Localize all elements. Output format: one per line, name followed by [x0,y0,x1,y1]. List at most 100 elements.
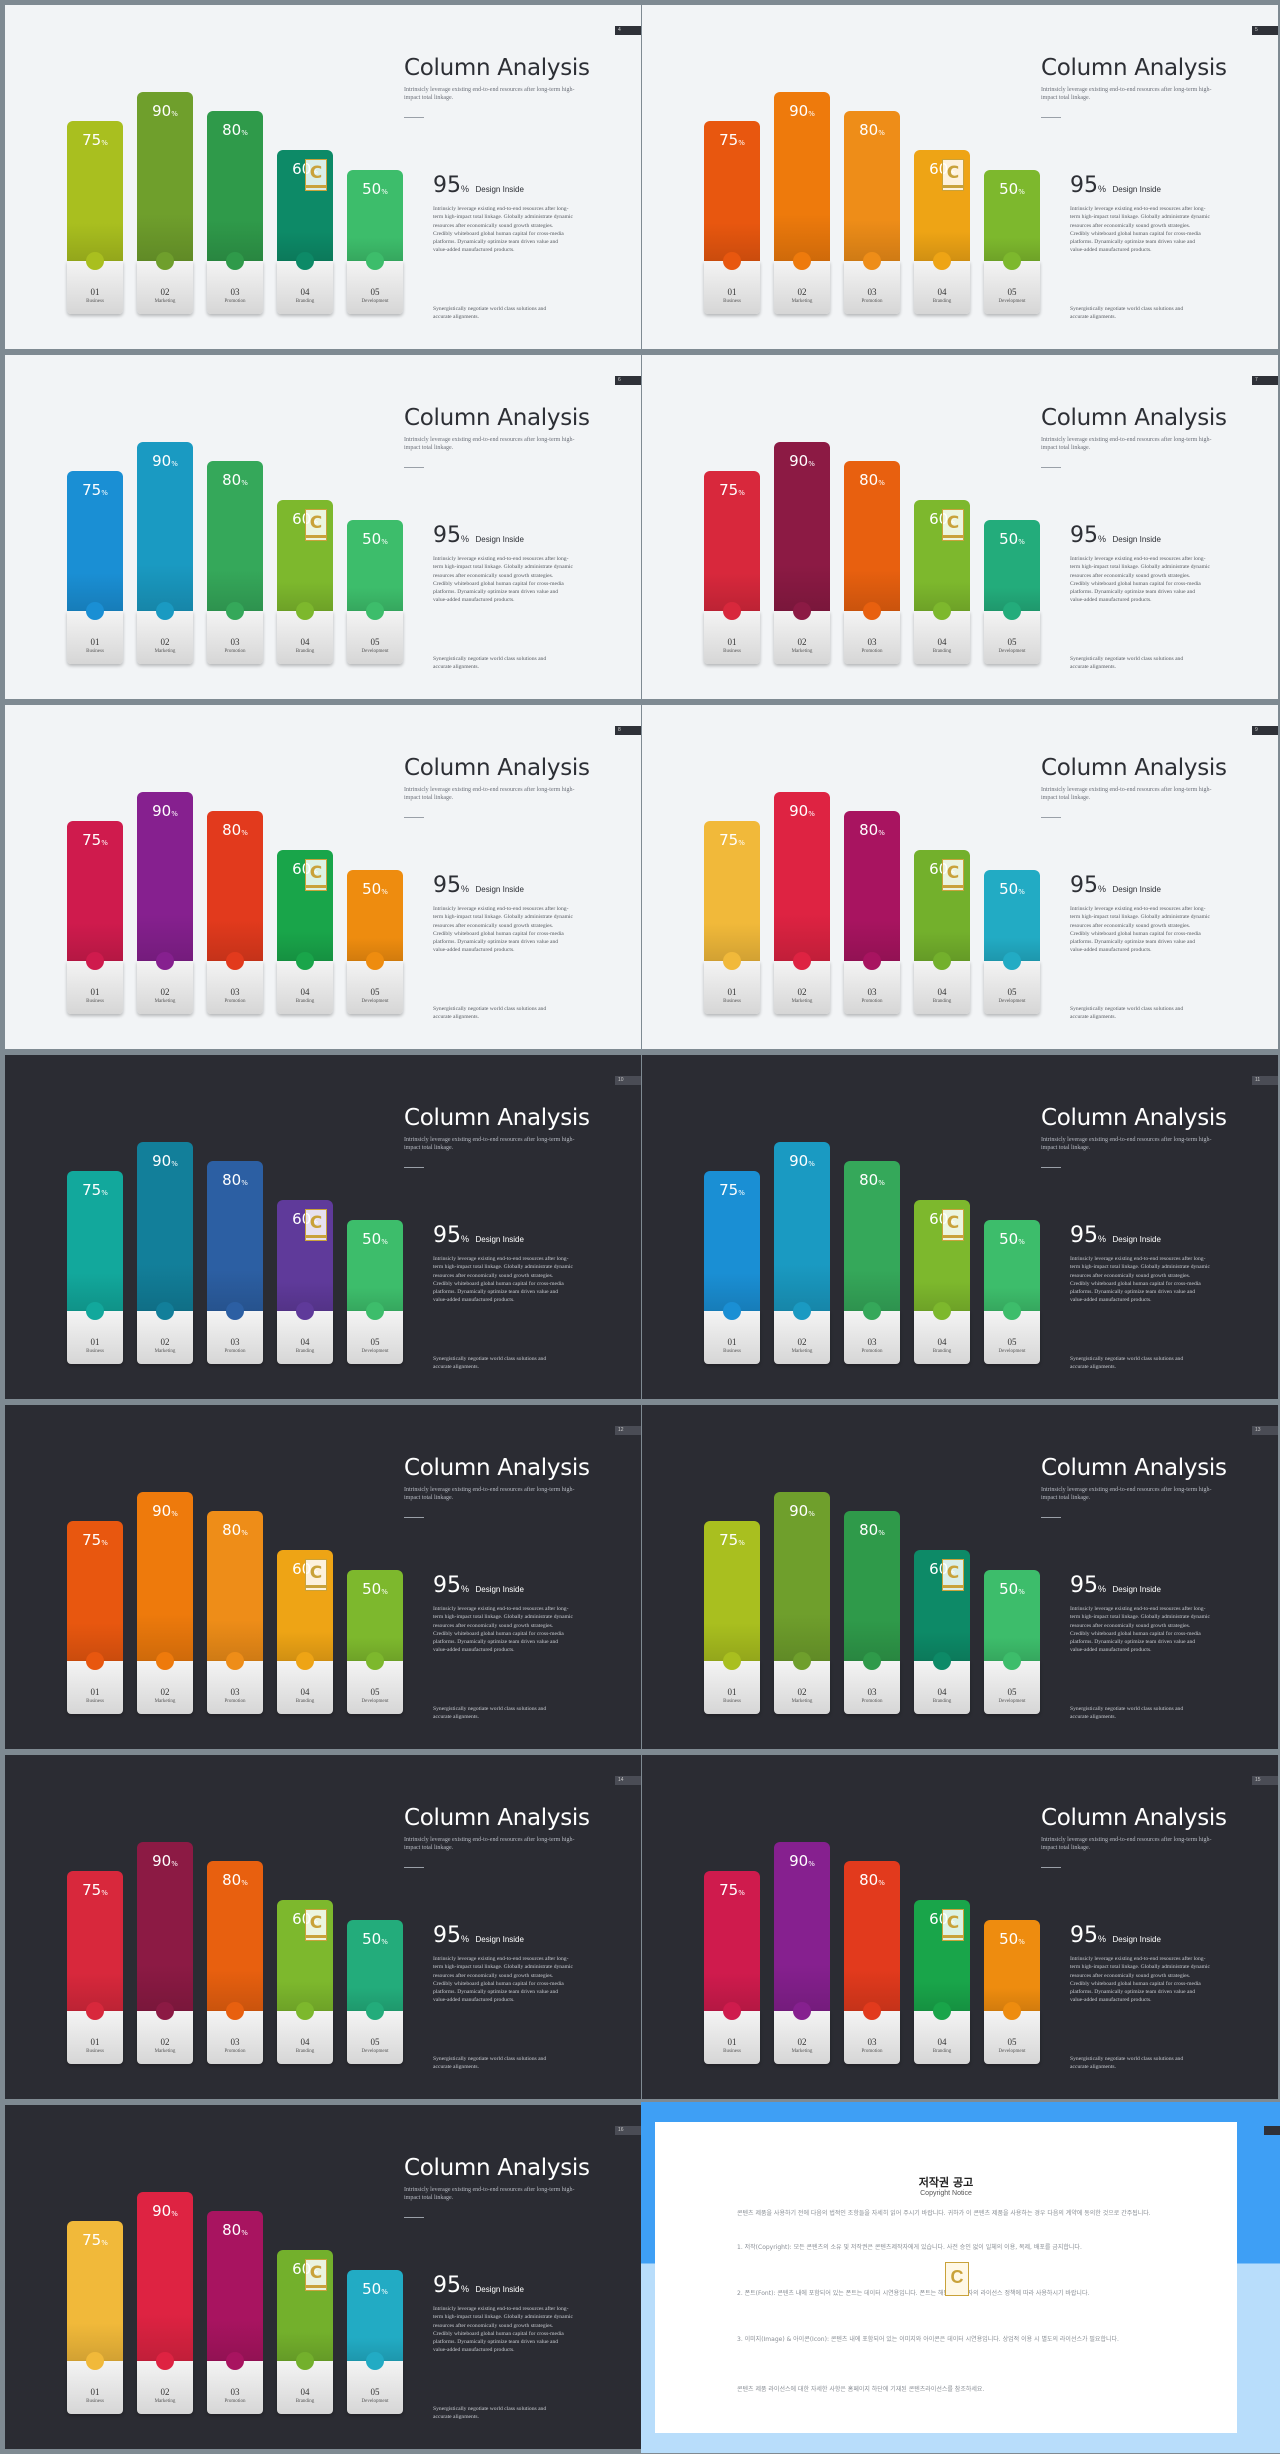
stat-value: 95 [433,2273,461,2298]
slide-title: Column Analysis [404,1455,590,1481]
column-number: 02 [160,2037,170,2047]
column-label: Branding [932,2049,952,2054]
column-label: Branding [295,2049,315,2054]
column-label: Marketing [791,999,813,1004]
column-number: 02 [160,637,170,647]
stat-unit: % [461,184,470,194]
tab-notch [156,2352,174,2370]
column-number: 02 [797,637,807,647]
stat-label: Design Inside [1112,185,1161,194]
tab-notch [863,2002,881,2020]
tab-notch [226,1652,244,1670]
tab-notch [226,952,244,970]
column-bar: 80% [844,811,900,967]
stat-value: 95 [433,173,461,198]
column-label: Marketing [154,649,176,654]
tab-notch [933,952,951,970]
slide-thumbnail[interactable]: 15 Column Analysis Intrinsicly leverage … [642,1755,1278,2099]
column-label: Promotion [861,1699,883,1704]
column-label: Development [361,2049,389,2054]
column-tab: 05 Development [984,252,1040,314]
slide-thumbnail[interactable]: 16 Column Analysis Intrinsicly leverage … [5,2105,641,2449]
column-tab: 02 Marketing [137,602,193,664]
tab-notch [86,2352,104,2370]
column-value: 50% [999,530,1025,548]
slide-title: Column Analysis [404,2155,590,2181]
stat-label: Design Inside [1112,1935,1161,1944]
column-number: 02 [797,1337,807,1347]
column-label: Promotion [861,999,883,1004]
column-bar: 90% [137,1842,193,2017]
slide-thumbnail[interactable]: 13 Column Analysis Intrinsicly leverage … [642,1405,1278,1749]
column-bar: 50% [984,1920,1040,2017]
slide-thumbnail[interactable]: 14 Column Analysis Intrinsicly leverage … [5,1755,641,2099]
stat-block: 95% Design Inside [433,1223,524,1248]
stat-value: 95 [1070,1573,1098,1598]
column-label: Marketing [154,1699,176,1704]
column-number: 02 [797,287,807,297]
column-value: 50% [362,2280,388,2298]
column-number: 05 [370,2037,380,2047]
slide-subtitle: Intrinsicly leverage existing end-to-end… [1041,1837,1212,1851]
stat-label: Design Inside [475,1585,524,1594]
column-number: 01 [727,2037,737,2047]
footnote-text: Synergistically negotiate world class so… [1070,306,1184,321]
tab-notch [86,602,104,620]
column-value: 80% [222,471,248,489]
column-label: Promotion [224,999,246,1004]
column-label: Development [998,299,1026,304]
column-tab: 03 Promotion [844,602,900,664]
column-number: 03 [230,2387,240,2397]
column-number: 03 [867,1337,877,1347]
column-value: 90% [152,802,178,820]
notice-paragraph: 콘텐츠 제품을 사용하기 전에 다음의 법적인 조항들을 자세히 읽어 주시기 … [737,2210,1151,2217]
slide-thumbnail[interactable]: 5 Column Analysis Intrinsicly leverage e… [642,5,1278,349]
slide-thumbnail[interactable]: 9 Column Analysis Intrinsicly leverage e… [642,705,1278,1049]
slide-thumbnail[interactable]: 12 Column Analysis Intrinsicly leverage … [5,1405,641,1749]
slide-thumbnail[interactable]: 10 Column Analysis Intrinsicly leverage … [5,1055,641,1399]
tab-notch [933,1652,951,1670]
column-value: 90% [152,452,178,470]
column-value: 80% [222,121,248,139]
column-label: Branding [295,649,315,654]
column-label: Marketing [791,299,813,304]
stat-block: 95% Design Inside [1070,1573,1161,1598]
column-label: Branding [932,1349,952,1354]
title-divider [1041,117,1061,118]
slide-thumbnail[interactable]: 11 Column Analysis Intrinsicly leverage … [642,1055,1278,1399]
column-label: Marketing [791,649,813,654]
column-number: 03 [230,2037,240,2047]
column-number: 05 [370,987,380,997]
column-tab: 04 Branding [914,252,970,314]
slide-thumbnail[interactable]: 6 Column Analysis Intrinsicly leverage e… [5,355,641,699]
column-value: 50% [999,880,1025,898]
column-label: Marketing [791,1699,813,1704]
column-label: Marketing [791,2049,813,2054]
stat-block: 95% Design Inside [433,523,524,548]
tab-notch [863,1302,881,1320]
column-number: 04 [937,1337,947,1347]
badge-strip [943,535,963,538]
column-tab: 04 Branding [914,2002,970,2064]
tab-notch [296,952,314,970]
tab-notch [156,952,174,970]
tab-notch [863,252,881,270]
tab-notch [366,602,384,620]
column-value: 90% [789,1852,815,1870]
slide-thumbnail[interactable]: 4 Column Analysis Intrinsicly leverage e… [5,5,641,349]
column-value: 50% [362,530,388,548]
column-label: Promotion [224,649,246,654]
slide-thumbnail[interactable]: 8 Column Analysis Intrinsicly leverage e… [5,705,641,1049]
tab-notch [933,602,951,620]
column-tab: 03 Promotion [207,2352,263,2414]
column-label: Branding [295,999,315,1004]
tab-notch [86,252,104,270]
badge-strip [306,1235,326,1238]
logo-badge-icon: C [305,509,327,541]
tab-notch [1003,1302,1021,1320]
stat-block: 95% Design Inside [1070,1223,1161,1248]
copyright-notice-slide[interactable]: 저작권 공고 Copyright Notice 콘텐츠 제품을 사용하기 전에 … [641,2102,1280,2453]
column-tab: 03 Promotion [207,602,263,664]
slide-thumbnail[interactable]: 7 Column Analysis Intrinsicly leverage e… [642,355,1278,699]
stat-unit: % [461,2284,470,2294]
